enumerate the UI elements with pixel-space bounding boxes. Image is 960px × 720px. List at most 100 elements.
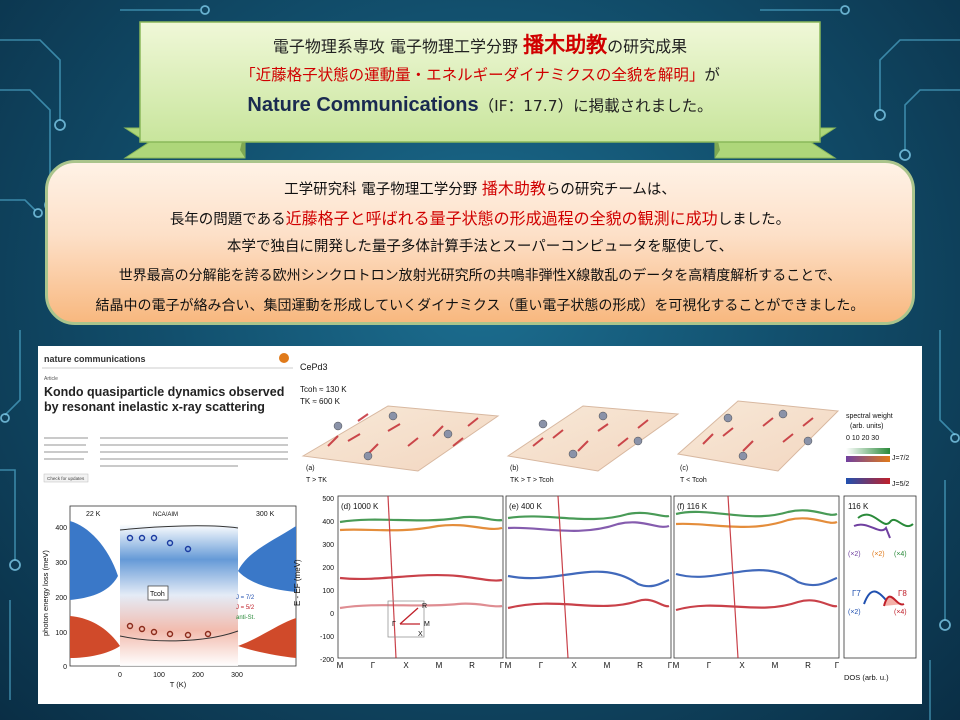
paper-title-2: by resonant inelastic x-ray scattering (44, 400, 265, 414)
banner-name: 播木助教 (523, 33, 608, 57)
dos-curve-red (883, 595, 905, 607)
e-xtick-0: M (505, 661, 512, 670)
research-figure: nature communications Article Kondo quas… (38, 346, 922, 704)
banner-result: の研究成果 (607, 37, 688, 56)
right-blue-lobe (238, 526, 296, 592)
brillouin-zone: R M X Γ (387, 600, 430, 638)
paper-journal: nature communications (44, 354, 146, 364)
dos-x4-a: (×4) (894, 551, 907, 558)
d-xtick-4: R (469, 661, 475, 670)
band-ytick-6: -100 (320, 634, 334, 641)
summary-problem: 長年の問題である (169, 212, 286, 228)
band-ytick-0: 500 (322, 496, 334, 503)
f-xtick-3: M (772, 661, 779, 670)
e-xtick-1: Γ (539, 661, 544, 670)
dos-title: 116 K (848, 502, 869, 511)
f-xtick-5: Γ (835, 661, 840, 670)
band-ytick-1: 400 (322, 519, 334, 526)
dos-x2-b: (×2) (872, 551, 885, 558)
ribbon-shape (123, 21, 837, 159)
paper-type: Article (44, 376, 58, 382)
legend-j52: J = 5/2 (236, 605, 255, 611)
left-ytick-4: 400 (55, 525, 67, 532)
summary-team-dept: 工学研究科 電子物理工学分野 (284, 182, 482, 198)
left-red-lobe (70, 616, 120, 658)
f-xtick-4: R (805, 661, 811, 670)
top-panels: CePd3 Tcoh ≈ 130 K TK ≈ 600 K (a) T (300, 362, 909, 488)
dos-x4-b: (×4) (894, 609, 907, 616)
sw-title-2: (arb. units) (850, 423, 883, 430)
d-xtick-2: X (403, 661, 409, 670)
paper-header: nature communications Article Kondo quas… (42, 353, 293, 483)
f-xtick-0: M (673, 661, 680, 670)
open-access-icon (279, 353, 289, 363)
left-xtick-3: 300 (231, 672, 243, 679)
right-red-lobe (238, 618, 296, 658)
colorbar-orange (846, 456, 890, 462)
summary-team-name: 播木助教 (481, 179, 546, 198)
banner-dept: 電子物理系専攻 電子物理工学分野 (272, 37, 524, 56)
summary-box: 工学研究科 電子物理工学分野 播木助教らの研究チームは、 長年の問題である近藤格… (45, 160, 915, 325)
f-xtick-1: Γ (707, 661, 712, 670)
figure-svg: nature communications Article Kondo quas… (41, 353, 917, 689)
dos-g7: Γ7 (852, 589, 861, 598)
surface-a (301, 405, 500, 472)
sw-title-1: spectral weight (846, 413, 893, 420)
left-ytick-1: 100 (55, 630, 67, 637)
banner-headline-particle: が (704, 66, 720, 84)
summary-line-4: 世界最高の分解能を誇る欧州シンクロトロン放射光研究所の共鳴非弾性X線散乱のデータ… (118, 268, 842, 284)
material-label: CePd3 (300, 362, 328, 372)
band-ytick-5: 0 (330, 611, 334, 618)
panel-a-cond: T > TK (306, 477, 327, 484)
left-ytick-3: 300 (55, 560, 67, 567)
bz-m: M (424, 621, 430, 628)
dos-g8: Γ8 (898, 589, 907, 598)
panel-c-label: (c) (680, 465, 688, 472)
left-xtick-2: 200 (192, 672, 204, 679)
dos-x2-c: (×2) (848, 609, 861, 616)
dos-panel (843, 495, 917, 659)
panel-f-label: (f) 116 K (677, 502, 708, 511)
dos-curve-purple (853, 523, 891, 539)
summary-team-post: らの研究チームは、 (545, 182, 676, 198)
legend-anti: anti-St. (236, 615, 255, 621)
left-plot: Tcoh 22 K 300 K NCA/AIM J = 7/2 J = 5/2 … (41, 505, 297, 689)
band-panel-d (337, 495, 504, 659)
left-xlabel: T (K) (170, 680, 187, 689)
dos-curve-green (857, 513, 914, 527)
left-ylabel: photon energy loss (meV) (41, 550, 50, 636)
check-updates-button (43, 473, 89, 483)
e-xtick-2: X (571, 661, 577, 670)
band-ytick-2: 300 (322, 542, 334, 549)
band-panel-e (505, 495, 672, 659)
tcoh-label: Tcoh (150, 591, 165, 598)
d-xtick-3: M (436, 661, 443, 670)
band-ytick-3: 200 (322, 565, 334, 572)
summary-line-5: 結晶中の電子が絡み合い、集団運動を形成していくダイナミクス（重い電子状態の形成）… (95, 298, 865, 314)
tk-value: TK ≈ 600 K (300, 397, 341, 406)
d-xtick-1: Γ (371, 661, 376, 670)
band-ytick-7: -200 (320, 657, 334, 664)
left-ytick-0: 0 (63, 664, 67, 671)
title-banner: 電子物理系専攻 電子物理工学分野 播木助教の研究成果 「近藤格子状態の運動量・エ… (0, 0, 960, 170)
legend-j72: J = 7/2 (236, 595, 255, 601)
legend-nca: NCA/AIM (153, 512, 178, 518)
summary-achievement-post: しました。 (717, 212, 791, 228)
summary-achievement: 近藤格子と呼ばれる量子状態の形成過程の全貌の観測に成功 (285, 209, 718, 228)
summary-line-3: 本学で独自に開発した量子多体計算手法とスーパーコンピュータを駆使して、 (226, 239, 734, 255)
band-ytick-4: 100 (322, 588, 334, 595)
surface-b (506, 405, 680, 472)
dos-x2-a: (×2) (848, 551, 861, 558)
panel-b-label: (b) (510, 465, 519, 472)
summary-line-2: 長年の問題である近藤格子と呼ばれる量子状態の形成過程の全貌の観測に成功しました。 (48, 205, 912, 229)
cbar-j52: J=5/2 (892, 481, 909, 488)
banner-journal: Nature Communications (247, 94, 479, 116)
colorbar-green (846, 448, 890, 454)
left-xtick-0: 0 (118, 672, 122, 679)
banner-headline: 「近藤格子状態の運動量・エネルギーダイナミクスの全貌を解明」 (240, 66, 705, 84)
surface-c (676, 400, 840, 472)
band-panels: E - EF (meV) 500 400 300 200 100 0 -100 … (293, 495, 917, 682)
e-xtick-3: M (604, 661, 611, 670)
band-ylabel: E - EF (meV) (293, 559, 302, 606)
